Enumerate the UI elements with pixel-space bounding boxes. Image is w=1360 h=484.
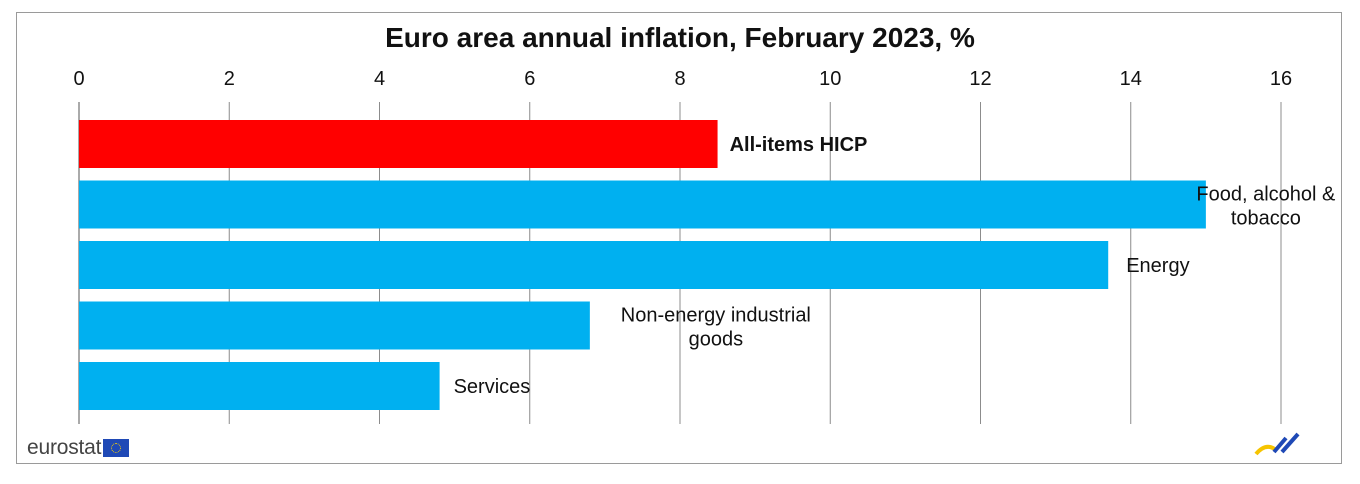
bar-4 xyxy=(79,362,440,410)
x-tick-label: 8 xyxy=(674,68,685,90)
eu-flag-icon xyxy=(103,439,130,457)
chart-title: Euro area annual inflation, February 202… xyxy=(385,22,975,53)
bar-label: Energy xyxy=(1126,255,1189,277)
eurostat-mark-icon xyxy=(1254,432,1300,456)
bar-labels: All-items HICP Food, alcohol &tobacco Ener… xyxy=(454,134,1336,398)
x-tick-label: 12 xyxy=(969,68,991,90)
bar-label: goods xyxy=(689,329,744,351)
bar-label: Services xyxy=(454,376,531,398)
x-tick-label: 0 xyxy=(73,68,84,90)
x-tick-label: 2 xyxy=(224,68,235,90)
bar-1 xyxy=(79,180,1206,229)
bar-label: tobacco xyxy=(1231,208,1301,230)
bar-label: All-items HICP xyxy=(730,134,868,156)
x-tick-label: 6 xyxy=(524,68,535,90)
bar-label: Non-energy industrial xyxy=(621,305,811,327)
bar-label: Food, alcohol & xyxy=(1196,184,1336,206)
bar-3 xyxy=(79,301,590,350)
bar-0 xyxy=(79,120,718,168)
x-tick-label: 10 xyxy=(819,68,841,90)
bars xyxy=(79,120,1206,410)
x-tick-label: 14 xyxy=(1120,68,1142,90)
eurostat-logo: eurostat xyxy=(27,436,130,460)
tick-labels: 0 2 4 6 8 10 12 14 16 xyxy=(73,68,1292,90)
x-tick-label: 4 xyxy=(374,68,385,90)
x-tick-label: 16 xyxy=(1270,68,1292,90)
bar-2 xyxy=(79,241,1109,289)
logo-text: eurostat xyxy=(27,436,102,459)
